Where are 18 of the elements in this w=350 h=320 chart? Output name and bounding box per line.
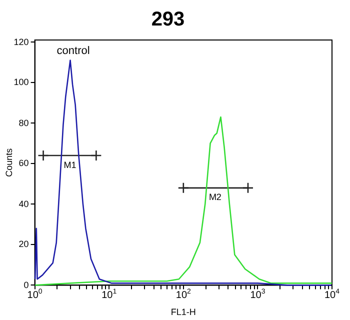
x-tick-label: 10$^{1}$: [102, 288, 117, 302]
y-tick-label: 100: [14, 77, 29, 88]
y-axis-title: Counts: [4, 148, 14, 177]
y-tick-label: 80: [18, 118, 29, 128]
y-tick-label: 40: [18, 198, 29, 209]
x-tick-label: 10$^{2}$: [176, 288, 191, 302]
y-tick-label: 60: [18, 158, 29, 168]
x-tick-label: 10$^{3}$: [250, 288, 266, 302]
annotation: M2: [208, 192, 222, 202]
y-tick-label: 120: [14, 36, 29, 47]
annotation: control: [56, 45, 90, 57]
chart-title: 293: [151, 8, 185, 31]
y-tick-label: 20: [18, 239, 29, 250]
x-tick-label: 10$^{0}$: [27, 288, 42, 302]
x-tick-label: 10$^{4}$: [324, 288, 340, 302]
x-axis-title: FL1-H: [170, 307, 196, 318]
annotation: M1: [64, 160, 76, 170]
y-tick-label: 0: [24, 280, 29, 290]
